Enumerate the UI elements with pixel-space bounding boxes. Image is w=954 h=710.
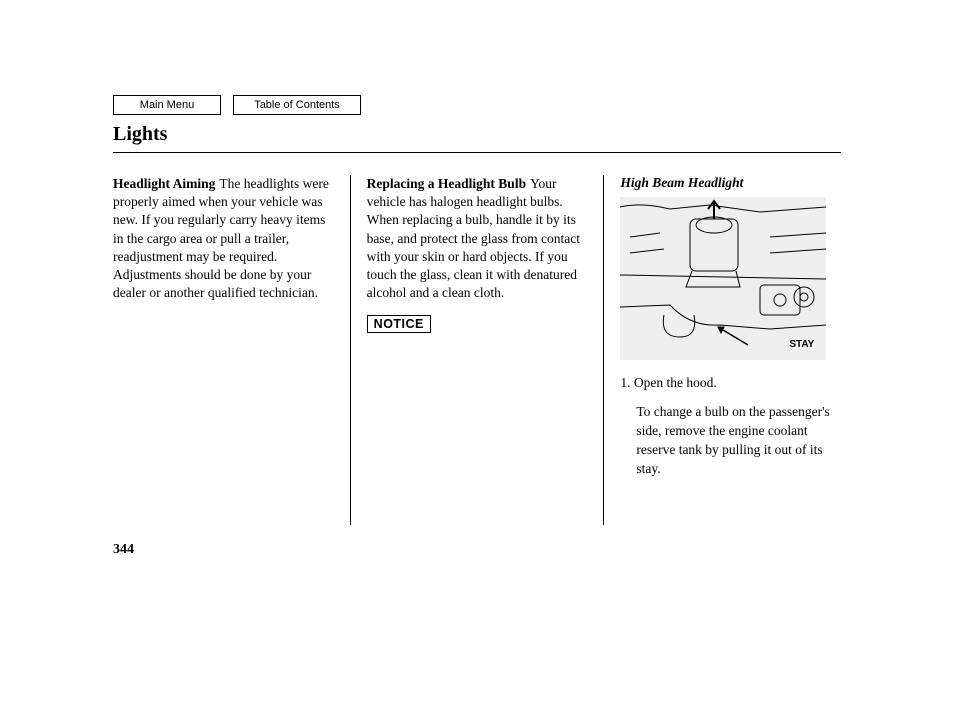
table-of-contents-button[interactable]: Table of Contents [233, 95, 361, 115]
page-number: 344 [113, 542, 134, 558]
step-1-body: To change a bulb on the passenger's side… [620, 403, 841, 479]
high-beam-heading: High Beam Headlight [620, 175, 841, 191]
replacing-bulb-body: Your vehicle has halogen headlight bulbs… [367, 176, 580, 300]
page-title: Lights [113, 123, 841, 146]
engine-bay-illustration-icon [620, 197, 826, 360]
main-menu-button[interactable]: Main Menu [113, 95, 221, 115]
headlight-aiming-heading: Headlight Aiming [113, 176, 215, 191]
content-columns: Headlight Aiming The headlights were pro… [113, 175, 841, 525]
column-1: Headlight Aiming The headlights were pro… [113, 175, 350, 525]
stay-label: STAY [789, 339, 814, 350]
manual-page: Main Menu Table of Contents Lights Headl… [113, 95, 841, 525]
column-3: High Beam Headlight [603, 175, 841, 525]
replacing-bulb-heading: Replacing a Headlight Bulb [367, 176, 526, 191]
step-1: 1. Open the hood. [620, 374, 841, 393]
column-2: Replacing a Headlight Bulb Your vehicle … [350, 175, 604, 525]
nav-button-row: Main Menu Table of Contents [113, 95, 841, 115]
title-rule [113, 152, 841, 153]
notice-box: NOTICE [367, 315, 431, 333]
high-beam-diagram: STAY [620, 197, 826, 360]
headlight-aiming-body: The headlights were properly aimed when … [113, 176, 329, 300]
